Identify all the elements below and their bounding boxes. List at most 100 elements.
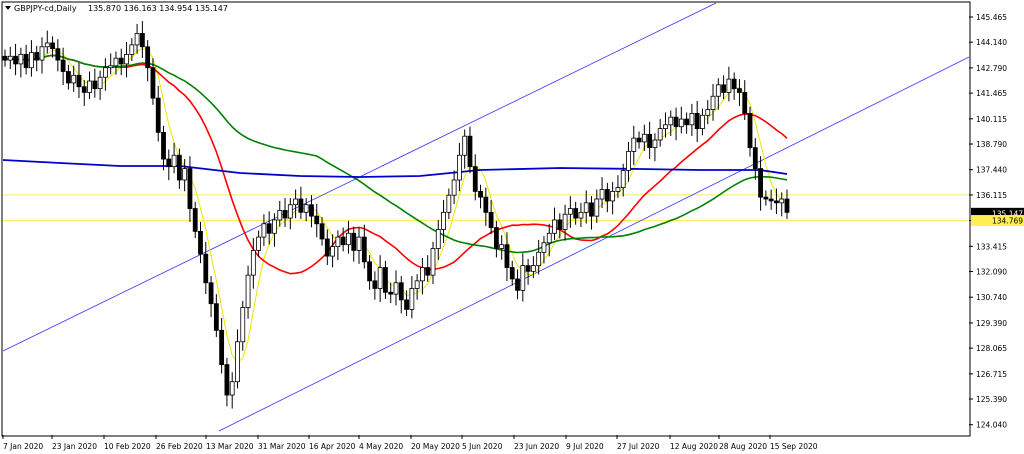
candle-body-down (467, 135, 473, 168)
x-tick-label: 10 Feb 2020 (104, 442, 151, 451)
candle-body-up (245, 274, 251, 308)
x-tick-label: 23 Jun 2020 (514, 442, 559, 451)
candle-body-up (134, 33, 140, 46)
candle (684, 112, 690, 134)
candle (520, 253, 526, 302)
candle (60, 47, 66, 86)
candle-body-up (414, 280, 420, 289)
candle (641, 124, 647, 151)
candle (758, 156, 763, 211)
candle (166, 149, 172, 181)
candle (573, 201, 579, 225)
candle-body-up (462, 135, 468, 156)
candle (361, 224, 367, 269)
candle-body-down (647, 133, 653, 149)
candle (647, 121, 653, 159)
candle-body-up (356, 236, 362, 251)
candle (293, 189, 299, 219)
candle (155, 85, 161, 142)
candle-body-down (737, 88, 742, 93)
candle (182, 159, 188, 192)
candle-body-up (287, 204, 293, 219)
candle (493, 220, 499, 258)
candle-body-up (124, 53, 129, 65)
candle (92, 68, 98, 98)
candle-body-up (541, 242, 547, 253)
y-tick-label: 145.465 (976, 13, 1007, 22)
candle-body-up (430, 248, 436, 276)
candle (636, 131, 642, 149)
candle (139, 21, 145, 58)
candle (250, 238, 256, 289)
candle (663, 112, 668, 138)
candle (224, 357, 230, 407)
candle-body-up (87, 80, 92, 93)
candle (208, 276, 214, 318)
candle-body-down (118, 57, 124, 65)
candle (39, 37, 45, 74)
candle (774, 188, 779, 215)
candle (330, 234, 335, 268)
candle (351, 226, 357, 262)
candle-body-down (150, 67, 156, 99)
candle (314, 203, 320, 238)
candle (467, 126, 473, 174)
time-axis[interactable]: 7 Jan 2020 23 Jan 2020 10 Feb 2020 26 Feb 2… (2, 435, 818, 451)
candle (71, 65, 77, 92)
candle-body-up (663, 124, 668, 130)
candle (742, 80, 748, 121)
candle-body-up (530, 265, 536, 272)
x-tick-label: 5 Jun 2020 (462, 442, 503, 451)
candle (435, 219, 441, 260)
candle (604, 182, 610, 213)
candle-body-up (7, 55, 13, 61)
candle (620, 163, 626, 197)
candle (615, 175, 621, 199)
candle (583, 190, 589, 224)
candle (198, 221, 203, 264)
candle-body-up (578, 211, 584, 219)
candle (2, 49, 8, 67)
candle (626, 141, 631, 182)
candle-body-up (18, 53, 24, 65)
candle-body-up (277, 210, 283, 221)
candle (425, 255, 431, 282)
candle (610, 181, 616, 215)
candle-body-down (404, 299, 409, 310)
candle (409, 276, 415, 319)
candle (509, 260, 515, 286)
candle-body-up (272, 219, 277, 234)
candle-body-down (684, 118, 690, 126)
candle (298, 186, 304, 219)
candle (176, 148, 182, 189)
candle-body-down (166, 158, 172, 168)
candle-body-up (615, 187, 621, 192)
candle-body-up (171, 154, 177, 168)
candle-body-down (192, 208, 198, 232)
candle-body-down (488, 211, 494, 228)
candle-body-up (652, 139, 658, 149)
candle (657, 119, 663, 147)
candle-body-down (23, 53, 29, 69)
candle-body-down (2, 55, 8, 61)
candle-body-up (599, 189, 605, 200)
candle-body-up (610, 191, 616, 202)
candle-body-down (731, 78, 737, 90)
candle-body-down (747, 112, 753, 149)
triangle-down-icon[interactable] (5, 6, 11, 10)
candle-body-up (97, 76, 103, 90)
symbol-label: GBPJPY-cd,Daily (14, 4, 77, 13)
candle (187, 156, 193, 223)
candle (567, 196, 573, 228)
candle (277, 200, 283, 227)
candle (29, 40, 34, 77)
price-axis[interactable]: 145.465 144.140 142.790 141.465 140.115 138.7… (969, 13, 1007, 430)
candle (700, 108, 705, 136)
candle-body-down (388, 291, 394, 295)
candle (282, 198, 288, 227)
candle (726, 66, 732, 102)
candle (705, 100, 711, 125)
candle (134, 23, 140, 54)
